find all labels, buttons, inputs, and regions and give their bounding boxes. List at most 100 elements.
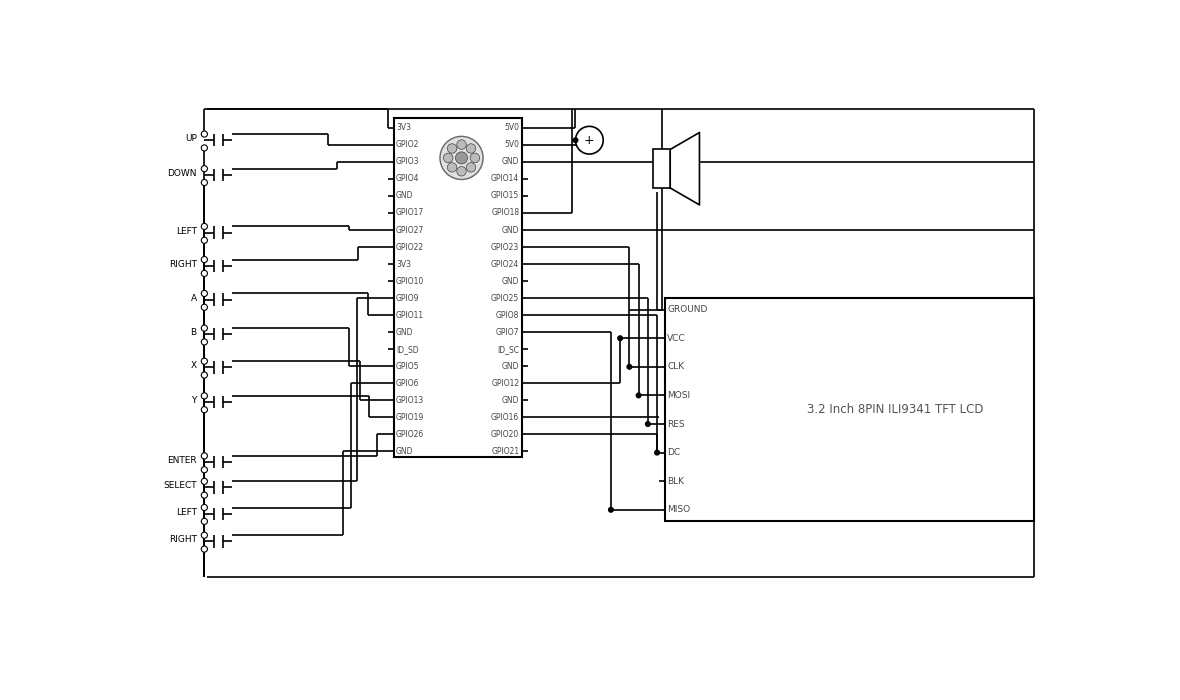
Text: GPIO21: GPIO21 bbox=[491, 447, 519, 456]
Text: DC: DC bbox=[667, 448, 680, 457]
Circle shape bbox=[202, 325, 208, 331]
Circle shape bbox=[447, 162, 457, 172]
Text: GND: GND bbox=[502, 276, 519, 286]
Text: GPIO26: GPIO26 bbox=[396, 430, 425, 439]
Text: GPIO25: GPIO25 bbox=[491, 293, 519, 302]
Text: DOWN: DOWN bbox=[168, 169, 197, 178]
Text: GND: GND bbox=[502, 158, 519, 167]
Circle shape bbox=[636, 393, 641, 398]
Text: GPIO11: GPIO11 bbox=[396, 311, 424, 320]
Text: GPIO8: GPIO8 bbox=[496, 311, 519, 320]
Text: RIGHT: RIGHT bbox=[169, 260, 197, 269]
Circle shape bbox=[202, 393, 208, 399]
Text: RIGHT: RIGHT bbox=[169, 536, 197, 545]
Circle shape bbox=[202, 407, 208, 413]
Circle shape bbox=[655, 450, 660, 455]
Text: SELECT: SELECT bbox=[163, 482, 197, 491]
Text: ENTER: ENTER bbox=[168, 456, 197, 465]
Text: 3V3: 3V3 bbox=[396, 123, 411, 132]
Text: RES: RES bbox=[667, 419, 684, 428]
Text: GPIO2: GPIO2 bbox=[396, 141, 419, 149]
Text: X: X bbox=[190, 361, 197, 370]
Text: GROUND: GROUND bbox=[667, 305, 708, 314]
Bar bbox=[654, 150, 670, 188]
Text: GPIO12: GPIO12 bbox=[491, 379, 519, 388]
Circle shape bbox=[202, 270, 208, 276]
Circle shape bbox=[609, 508, 614, 512]
Text: 3V3: 3V3 bbox=[396, 260, 411, 269]
Text: GPIO20: GPIO20 bbox=[491, 430, 519, 439]
Text: GPIO23: GPIO23 bbox=[491, 242, 519, 251]
Circle shape bbox=[202, 131, 208, 137]
Circle shape bbox=[202, 290, 208, 297]
Text: 3.2 Inch 8PIN ILI9341 TFT LCD: 3.2 Inch 8PIN ILI9341 TFT LCD bbox=[807, 402, 984, 416]
Circle shape bbox=[455, 152, 467, 164]
Text: BLK: BLK bbox=[667, 477, 684, 486]
Text: LEFT: LEFT bbox=[176, 227, 197, 236]
Text: GPIO27: GPIO27 bbox=[396, 225, 425, 234]
Circle shape bbox=[202, 339, 208, 345]
Circle shape bbox=[466, 144, 476, 153]
Circle shape bbox=[202, 467, 208, 473]
Text: LEFT: LEFT bbox=[176, 508, 197, 517]
Text: GPIO16: GPIO16 bbox=[491, 413, 519, 421]
Circle shape bbox=[202, 478, 208, 484]
Circle shape bbox=[576, 126, 603, 154]
Circle shape bbox=[457, 167, 466, 176]
Circle shape bbox=[202, 453, 208, 459]
Text: GND: GND bbox=[502, 225, 519, 234]
Circle shape bbox=[645, 421, 650, 426]
Polygon shape bbox=[670, 132, 700, 205]
Text: UP: UP bbox=[185, 134, 197, 144]
Text: GPIO7: GPIO7 bbox=[496, 328, 519, 337]
Text: +: + bbox=[584, 134, 595, 147]
Circle shape bbox=[202, 223, 208, 230]
Text: GND: GND bbox=[502, 395, 519, 405]
Circle shape bbox=[202, 518, 208, 524]
Circle shape bbox=[202, 166, 208, 172]
Text: MISO: MISO bbox=[667, 505, 690, 514]
Text: GPIO24: GPIO24 bbox=[491, 260, 519, 269]
Circle shape bbox=[202, 256, 208, 262]
Text: ID_SD: ID_SD bbox=[396, 344, 419, 354]
Circle shape bbox=[202, 304, 208, 310]
Text: GPIO6: GPIO6 bbox=[396, 379, 420, 388]
Circle shape bbox=[444, 153, 453, 162]
Circle shape bbox=[573, 138, 578, 143]
Text: CLK: CLK bbox=[667, 363, 684, 371]
Text: Y: Y bbox=[191, 396, 197, 405]
Text: GPIO22: GPIO22 bbox=[396, 242, 424, 251]
Text: GND: GND bbox=[502, 362, 519, 371]
Circle shape bbox=[202, 492, 208, 498]
Text: GPIO9: GPIO9 bbox=[396, 293, 420, 302]
Text: VCC: VCC bbox=[667, 334, 686, 343]
Circle shape bbox=[618, 336, 623, 340]
Bar bbox=[394, 118, 522, 458]
Circle shape bbox=[202, 237, 208, 244]
Bar bbox=[664, 298, 1034, 521]
Text: GPIO17: GPIO17 bbox=[396, 209, 425, 218]
Circle shape bbox=[202, 372, 208, 378]
Circle shape bbox=[440, 136, 483, 179]
Text: A: A bbox=[190, 293, 197, 302]
Circle shape bbox=[202, 358, 208, 364]
Circle shape bbox=[447, 144, 457, 153]
Text: B: B bbox=[190, 328, 197, 337]
Circle shape bbox=[202, 546, 208, 552]
Text: GPIO5: GPIO5 bbox=[396, 362, 420, 371]
Circle shape bbox=[627, 365, 631, 369]
Text: GPIO10: GPIO10 bbox=[396, 276, 425, 286]
Circle shape bbox=[202, 179, 208, 186]
Text: GND: GND bbox=[396, 447, 413, 456]
Text: GND: GND bbox=[396, 328, 413, 337]
Circle shape bbox=[202, 145, 208, 151]
Text: GPIO13: GPIO13 bbox=[396, 395, 425, 405]
Circle shape bbox=[457, 140, 466, 149]
Text: GPIO19: GPIO19 bbox=[396, 413, 425, 421]
Circle shape bbox=[470, 153, 479, 162]
Text: GND: GND bbox=[396, 192, 413, 200]
Text: GPIO15: GPIO15 bbox=[491, 192, 519, 200]
Text: MOSI: MOSI bbox=[667, 391, 690, 400]
Text: ID_SC: ID_SC bbox=[497, 344, 519, 354]
Circle shape bbox=[202, 505, 208, 510]
